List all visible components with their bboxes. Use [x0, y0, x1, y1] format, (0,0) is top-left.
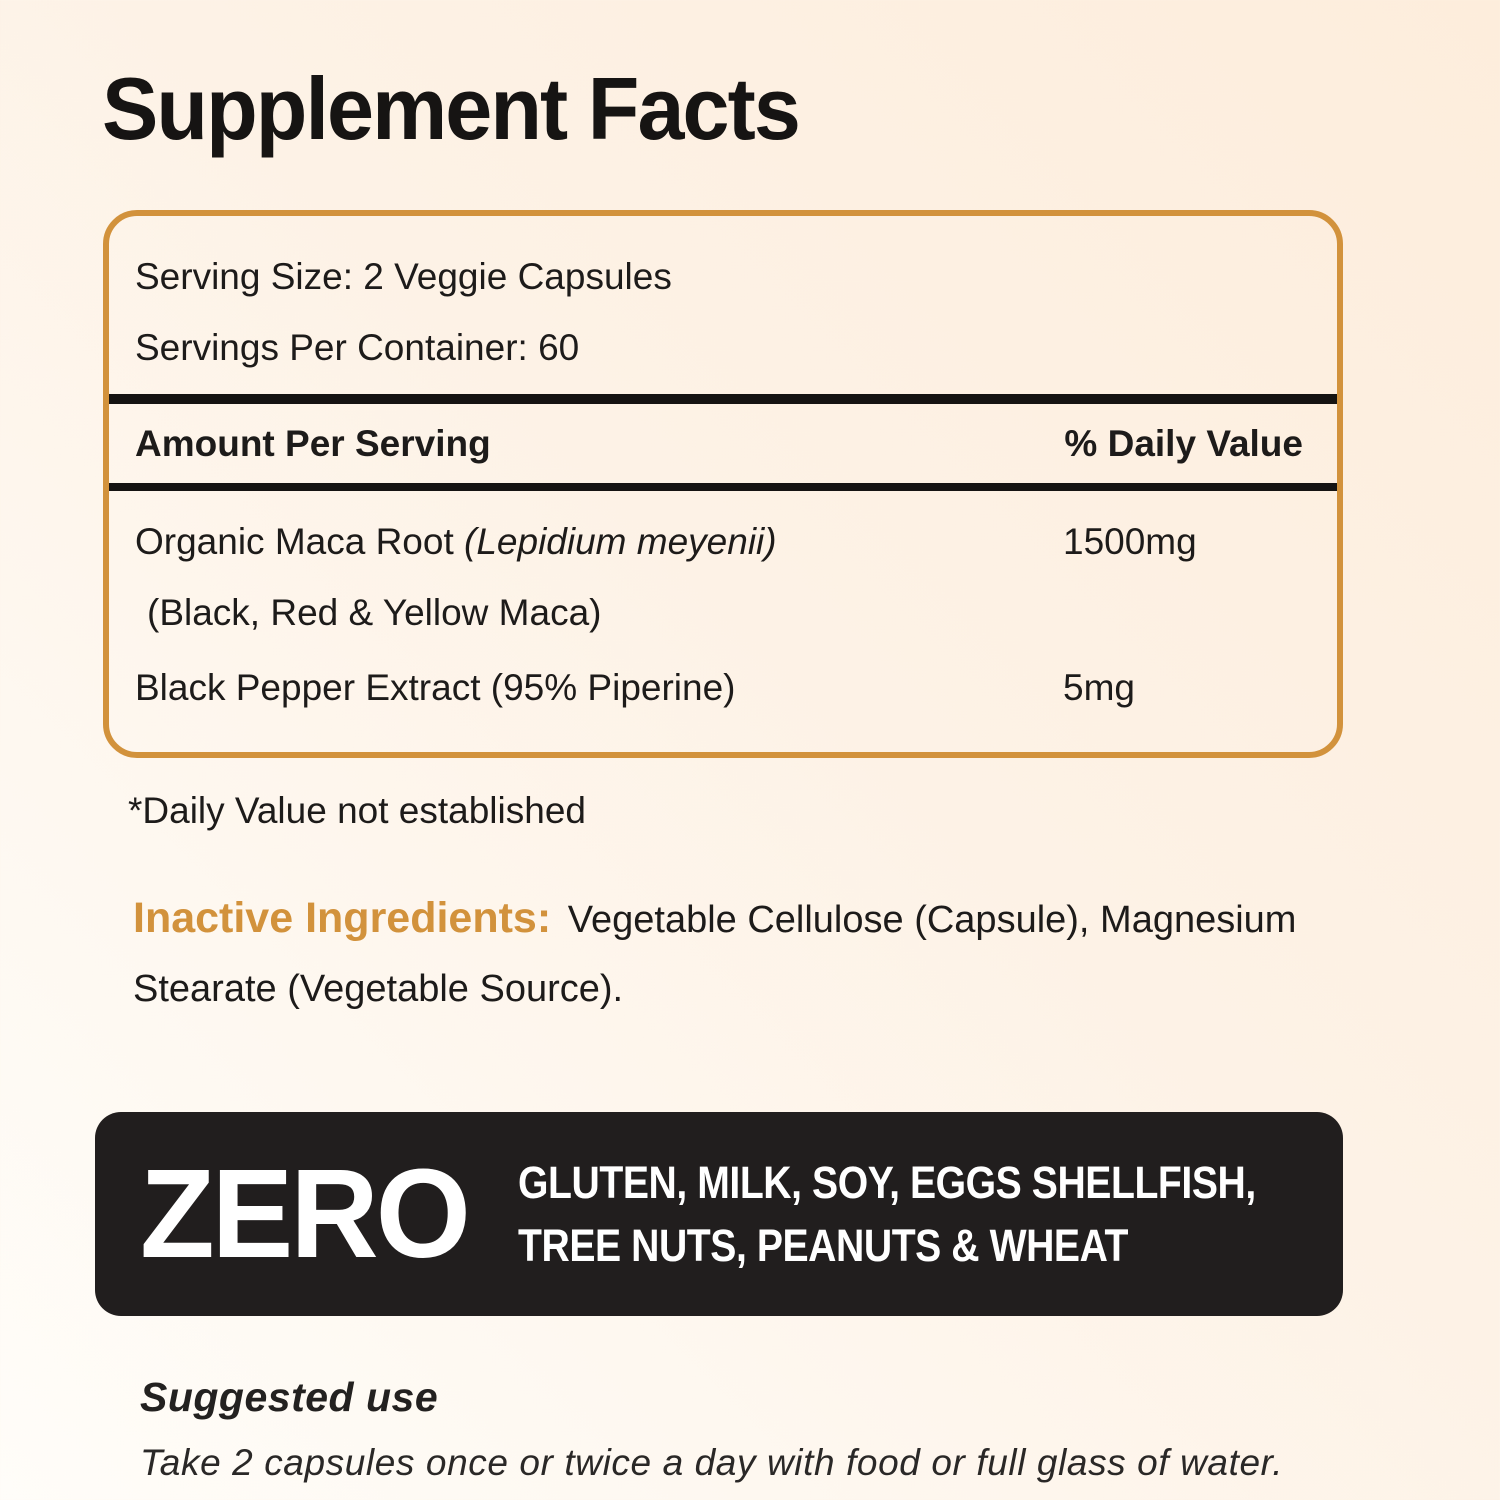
- suggested-use-section: Suggested use Take 2 capsules once or tw…: [140, 1374, 1500, 1484]
- allergen-line-1: GLUTEN, MILK, SOY, EGGS SHELLFISH,: [518, 1157, 1256, 1208]
- ingredient-amount: 1500mg: [1063, 521, 1197, 562]
- ingredient-name: Organic Maca Root (Lepidium meyenii): [135, 521, 1063, 563]
- ingredient-latin-name: (Lepidium meyenii): [464, 521, 777, 562]
- ingredient-name-text: (Black, Red & Yellow Maca): [147, 592, 602, 633]
- table-header-row: Amount Per Serving % Daily Value: [109, 423, 1337, 465]
- daily-value-footnote: *Daily Value not established: [128, 790, 586, 831]
- allergen-banner: ZERO GLUTEN, MILK, SOY, EGGS SHELLFISH, …: [95, 1112, 1343, 1316]
- inactive-ingredients-text: Vegetable Cellulose (Capsule), Magnesium…: [133, 899, 1297, 1010]
- supplement-facts-panel: Serving Size: 2 Veggie Capsules Servings…: [103, 210, 1343, 758]
- daily-value-header: % Daily Value: [1064, 423, 1303, 464]
- ingredient-row-maca: Organic Maca Root (Lepidium meyenii) 150…: [109, 521, 1337, 563]
- ingredient-row-black-pepper: Black Pepper Extract (95% Piperine) 5mg: [109, 667, 1337, 709]
- inactive-ingredients-label: Inactive Ingredients:: [133, 894, 552, 942]
- suggested-use-text: Take 2 capsules once or twice a day with…: [140, 1442, 1284, 1483]
- ingredient-name-text: Organic Maca Root: [135, 521, 465, 562]
- ingredient-amount: 5mg: [1063, 667, 1135, 708]
- ingredient-row-maca-detail: (Black, Red & Yellow Maca): [109, 592, 1337, 634]
- servings-per-container-line: Servings Per Container: 60: [135, 327, 580, 368]
- allergen-list: GLUTEN, MILK, SOY, EGGS SHELLFISH, TREE …: [518, 1151, 1256, 1277]
- page-title: Supplement Facts: [102, 59, 801, 158]
- divider-top: [109, 394, 1337, 404]
- serving-size-line: Serving Size: 2 Veggie Capsules: [135, 256, 672, 297]
- ingredient-name-text: Black Pepper Extract (95% Piperine): [135, 667, 736, 708]
- suggested-use-heading: Suggested use: [140, 1374, 439, 1420]
- divider-header: [109, 483, 1337, 491]
- amount-per-serving-header: Amount Per Serving: [135, 423, 491, 464]
- inactive-ingredients: Inactive Ingredients: Vegetable Cellulos…: [133, 884, 1333, 1024]
- zero-text: ZERO: [140, 1143, 471, 1284]
- allergen-line-2: TREE NUTS, PEANUTS & WHEAT: [518, 1220, 1129, 1271]
